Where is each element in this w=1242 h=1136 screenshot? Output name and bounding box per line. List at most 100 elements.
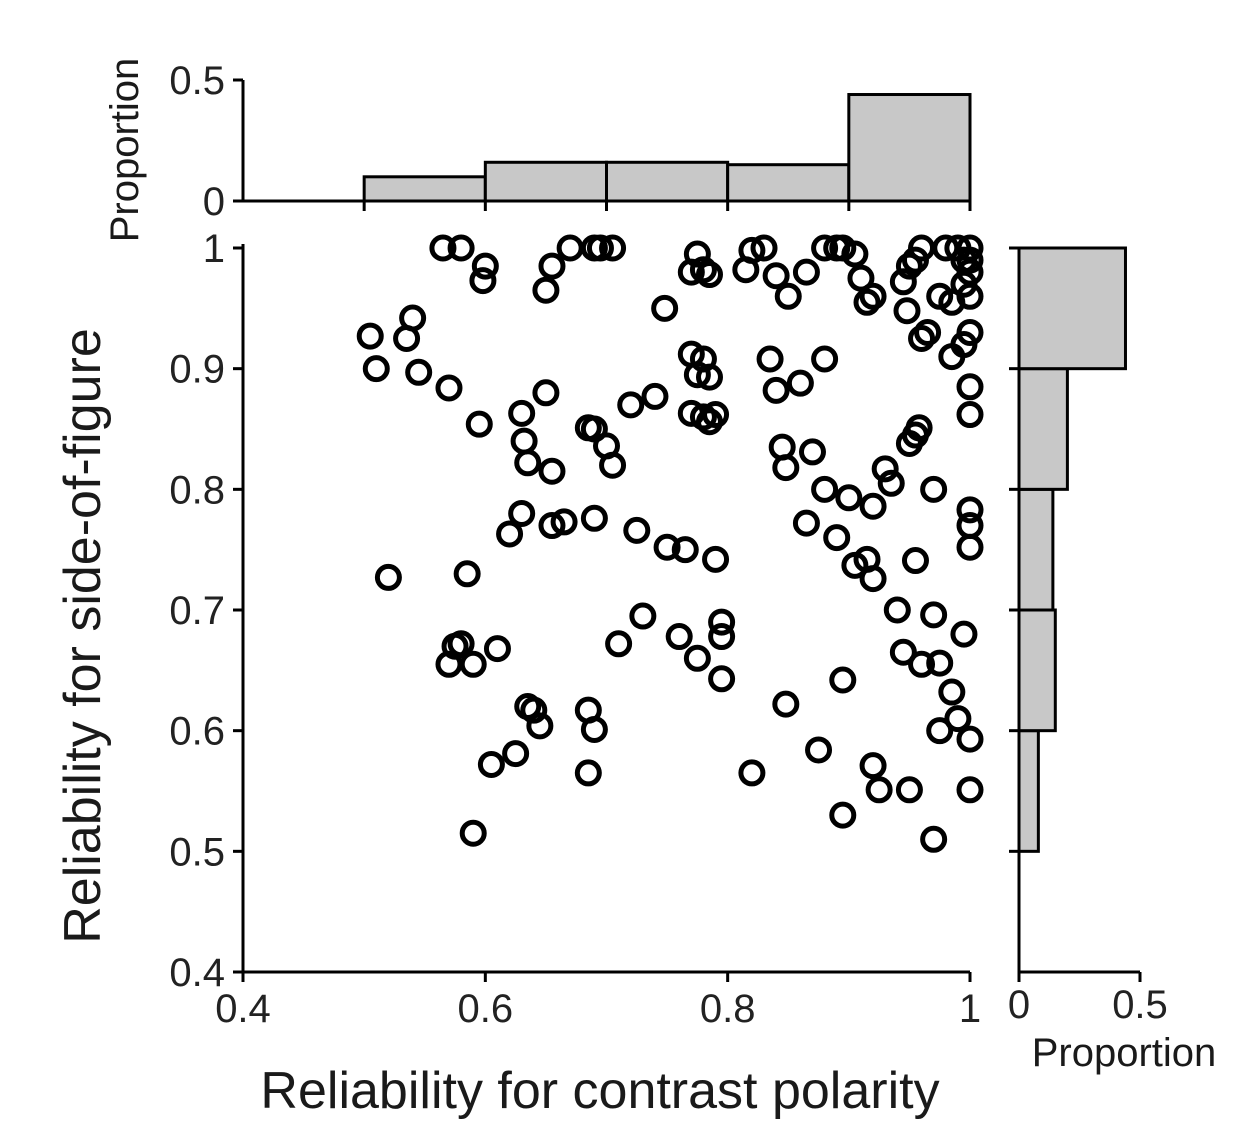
data-point [956,776,984,804]
data-point [459,819,487,847]
data-point [483,635,511,663]
data-point [617,391,645,419]
data-point [520,696,548,724]
data-point [708,665,736,693]
x-axis-label: Reliability for contrast polarity [260,1062,939,1120]
data-point [362,355,390,383]
data-point [920,825,948,853]
data-point [865,776,893,804]
data-point [538,457,566,485]
data-point [683,644,711,672]
data-point [859,492,887,520]
data-point [435,374,463,402]
scatter-points [356,234,984,853]
data-point [605,630,633,658]
top-histogram-tick-label: 0 [203,180,225,224]
data-point [677,258,705,286]
data-point [938,678,966,706]
data-point [532,379,560,407]
data-point [893,297,921,325]
right-histogram-tick-label: 0 [1008,983,1030,1027]
data-point [914,318,942,346]
data-point [683,361,711,389]
data-point [629,602,657,630]
data-point [956,401,984,429]
data-point [599,234,627,262]
right-histogram-bar [1017,367,1069,491]
data-point [811,345,839,373]
data-point [695,261,723,289]
data-point [774,282,802,310]
data-point [798,438,826,466]
data-point [772,690,800,718]
data-point [623,516,651,544]
data-point [641,382,669,410]
data-point [356,322,384,350]
data-point [847,264,875,292]
y-tick-label: 0.8 [169,468,225,512]
data-point [895,252,923,280]
data-point [883,596,911,624]
right-histogram: 0 0.5 [1008,246,1168,1027]
data-point [956,246,984,274]
data-point [926,282,954,310]
right-histogram-bar [1017,608,1057,733]
top-histogram-bar [726,163,851,203]
data-point [653,533,681,561]
y-axis-label: Reliability for side-of-figure [54,328,112,944]
data-point [447,630,475,658]
data-point [665,623,693,651]
y-tick-label: 0.6 [169,710,225,754]
data-point [532,276,560,304]
data-point [538,252,566,280]
data-point [908,325,936,352]
data-point [905,414,933,442]
data-point [829,666,857,694]
data-point [823,524,851,552]
data-point [889,638,917,666]
data-point [671,536,699,564]
right-histogram-xlabel: Proportion [1032,1031,1217,1075]
data-point [956,318,984,346]
y-tick-label: 0.4 [169,951,225,995]
data-point [956,373,984,401]
data-point [956,725,984,753]
top-histogram: 00.5 [169,59,972,224]
data-point [889,268,917,296]
data-point [853,288,881,316]
right-histogram-tick-label: 0.5 [1112,983,1168,1027]
data-point [586,234,614,262]
data-point [471,252,499,280]
data-point [496,520,524,548]
data-point [859,282,887,310]
data-point [956,512,984,540]
top-histogram-bar [483,160,609,203]
y-tick-label: 0.5 [169,830,225,874]
data-point [502,740,530,768]
data-point [599,451,627,479]
data-point [772,454,800,482]
data-point [835,484,863,512]
right-histogram-bar [1017,246,1127,371]
data-point [859,752,887,780]
right-histogram-bar [1017,487,1055,612]
data-point [786,369,814,397]
data-point [792,509,820,537]
data-point [877,469,905,497]
data-point [908,650,936,678]
data-point [447,234,475,262]
data-point [477,750,505,778]
data-point [738,759,766,787]
data-point [514,449,542,477]
data-point [750,234,778,262]
data-point [469,267,497,295]
data-point [956,496,984,524]
data-point [944,705,972,733]
data-point [526,712,554,740]
data-point [453,560,481,588]
data-point [792,258,820,286]
data-point [762,262,790,290]
data-point [550,508,578,536]
data-point [920,475,948,503]
